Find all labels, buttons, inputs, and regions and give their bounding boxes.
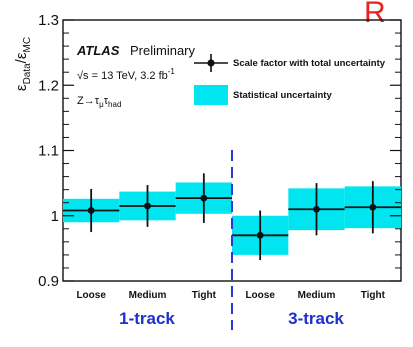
legend-swatch-stat-uncertainty bbox=[194, 85, 228, 105]
y-tick-label-2: 1.1 bbox=[38, 143, 59, 160]
data-point-0 bbox=[87, 207, 95, 214]
y-tick-label-1: 1 bbox=[51, 208, 59, 225]
svg-text:εData/εMC: εData/εMC bbox=[13, 37, 33, 91]
x-category-label-5: Tight bbox=[361, 290, 386, 301]
data-point-4 bbox=[313, 205, 320, 213]
x-category-label-2: Tight bbox=[192, 290, 217, 301]
data-point-3 bbox=[256, 231, 264, 239]
preliminary-label: Preliminary bbox=[130, 43, 196, 58]
x-category-label-0: Loose bbox=[76, 290, 106, 301]
data-point-1 bbox=[144, 202, 151, 210]
legend-label-scale-factor: Scale factor with total uncertainty bbox=[233, 58, 386, 69]
data-point-5 bbox=[369, 203, 377, 211]
process-label: Z→τμτhad bbox=[77, 95, 121, 109]
y-axis-label: εData/εMC bbox=[13, 37, 33, 91]
energy-lumi-label: √s = 13 TeV, 3.2 fb-1 bbox=[77, 67, 175, 82]
atlas-label: ATLAS bbox=[76, 43, 120, 58]
x-category-label-4: Medium bbox=[298, 290, 336, 301]
x-category-label-1: Medium bbox=[129, 290, 167, 301]
data-point-2 bbox=[200, 194, 208, 202]
legend-marker-scale-factor bbox=[194, 54, 228, 72]
legend: Scale factor with total uncertainty Stat… bbox=[194, 54, 386, 105]
y-tick-label-0: 0.9 bbox=[38, 273, 59, 290]
data-points bbox=[63, 173, 401, 261]
axis-ticks: 0.9 1 1.1 1.2 1.3 Loose Medium Tight Loose Medium… bbox=[38, 12, 401, 301]
group-label-1-track: 1-track bbox=[119, 309, 175, 328]
y-tick-label-4: 1.3 bbox=[38, 12, 59, 29]
group-label-3-track: 3-track bbox=[288, 309, 344, 328]
y-tick-label-3: 1.2 bbox=[38, 77, 59, 94]
legend-label-stat-uncertainty: Statistical uncertainty bbox=[233, 90, 332, 101]
x-category-label-3: Loose bbox=[245, 290, 275, 301]
